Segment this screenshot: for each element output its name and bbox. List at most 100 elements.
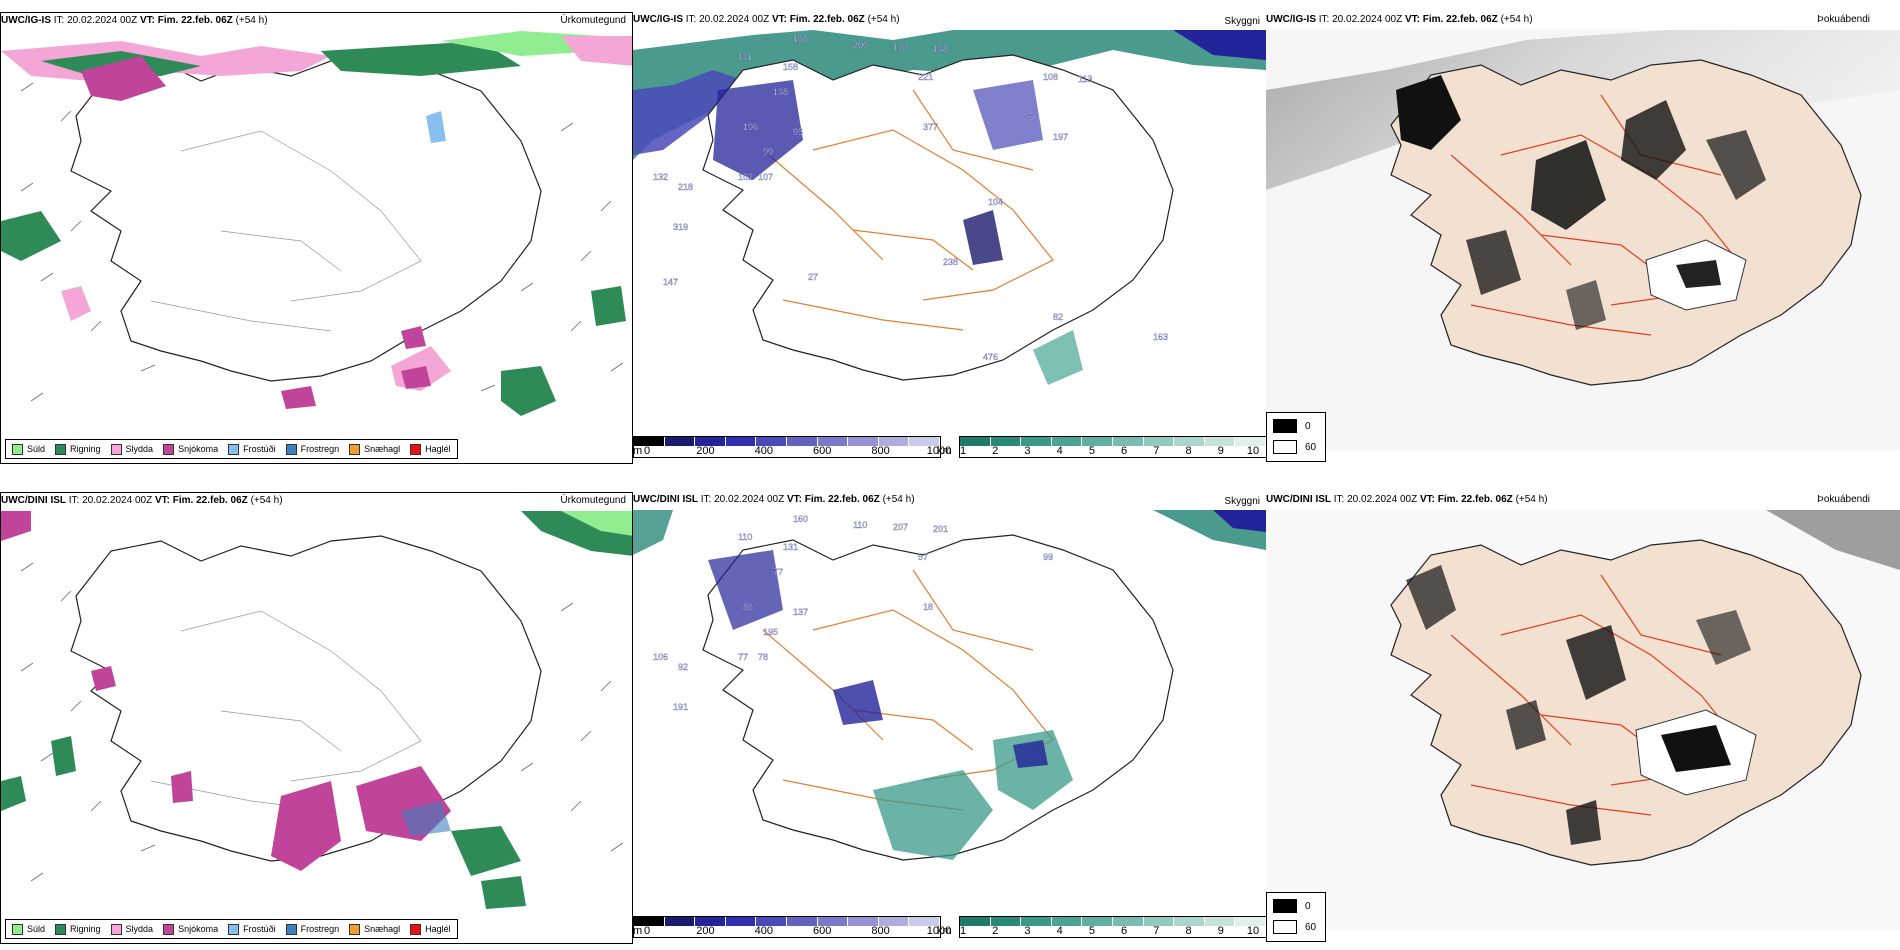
scale-color-cell xyxy=(664,917,696,926)
road-lines xyxy=(150,130,422,332)
precip-type-panel[interactable]: UWC/IG-IS IT: 20.02.2024 00Z VT: Fim. 22… xyxy=(0,12,633,464)
panel-header: UWC/IG-IS IT: 20.02.2024 00Z VT: Fim. 22… xyxy=(1266,14,1533,25)
cloud-height-label: 113 xyxy=(893,42,907,52)
cloud-height-label: 82 xyxy=(1053,312,1063,322)
scale-color-cell xyxy=(909,437,940,446)
scale-tick-label: 7 xyxy=(1153,925,1160,937)
cloud-height-label: 206 xyxy=(853,40,868,50)
scale-color-cell xyxy=(848,437,879,446)
panel-title: Úrkomutegund xyxy=(560,15,626,26)
scale-tick-label: 4 xyxy=(1056,925,1063,937)
init-time: 20.02.2024 00Z xyxy=(699,14,770,25)
valid-time: Fim. 22.feb. 06Z xyxy=(172,495,248,506)
scale-tick-label: 800 xyxy=(871,925,890,937)
panel-header: UWC/DINI ISL IT: 20.02.2024 00Z VT: Fim.… xyxy=(1,495,283,506)
lead-time: (+54 h) xyxy=(1515,494,1548,505)
scale-tick-label: 0 xyxy=(643,445,651,457)
cloud-visibility-panel[interactable]: UWC/DINI ISL IT: 20.02.2024 00Z VT: Fim.… xyxy=(633,492,1266,944)
fog-legend: 0 60 xyxy=(1266,892,1326,942)
scale-color-cell xyxy=(1204,917,1236,926)
scale-tick-label: 10 xyxy=(1246,445,1260,457)
fog-index-panel[interactable]: UWC/DINI ISL IT: 20.02.2024 00Z VT: Fim.… xyxy=(1266,492,1900,944)
legend-item-rain: Rigning xyxy=(55,443,101,455)
scale-color-cell xyxy=(1082,437,1113,446)
cloud-height-label: 191 xyxy=(673,702,688,712)
cloud-height-label: 57 xyxy=(918,552,928,562)
scale-color-cell xyxy=(817,437,849,446)
ceiling-area xyxy=(713,80,803,180)
scale-tick-label: 2 xyxy=(992,925,999,937)
scale-color-cell xyxy=(1143,437,1175,446)
scale-tick-label: 3 xyxy=(1024,445,1031,457)
model-name: UWC/IG-IS xyxy=(633,14,683,25)
ceiling-area xyxy=(963,210,1003,265)
valid-time: Fim. 22.feb. 06Z xyxy=(157,15,233,26)
cloud-map[interactable]: 168 206 113 148 111 158 221 138 377 196 95 99 132 218… xyxy=(633,30,1266,430)
precip-map[interactable] xyxy=(1,31,633,443)
cloud-height-label: 110 xyxy=(738,532,752,542)
visibility-area xyxy=(1033,330,1083,385)
visibility-scale: km 1 2 3 4 5 6 7 8 9 10 xyxy=(937,436,1266,460)
cloud-height-label: 147 xyxy=(663,277,678,287)
scale-tick-label: 3 xyxy=(1024,925,1031,937)
scale-color-cell xyxy=(878,437,910,446)
cloud-height-label: 78 xyxy=(758,652,768,662)
cloud-height-label: 160 xyxy=(793,514,808,524)
scale-tick-label: 800 xyxy=(871,445,890,457)
scale-color-cell xyxy=(1021,437,1052,446)
model-name: UWC/DINI ISL xyxy=(633,494,698,505)
cloud-height-label: 113 xyxy=(1078,74,1092,84)
precip-map[interactable] xyxy=(1,511,633,923)
cloud-height-label: 207 xyxy=(893,522,908,532)
iceland-outline xyxy=(702,54,1174,381)
precip-type-panel[interactable]: UWC/DINI ISL IT: 20.02.2024 00Z VT: Fim.… xyxy=(0,492,633,944)
scale-tick-label: 200 xyxy=(696,925,715,937)
scale-color-cell xyxy=(990,917,1022,926)
scale-color-cell xyxy=(695,917,726,926)
scale-color-cell xyxy=(664,437,696,446)
panel-header: UWC/DINI ISL IT: 20.02.2024 00Z VT: Fim.… xyxy=(633,494,915,505)
cloud-height-label: 107 xyxy=(758,172,773,182)
scale-color-cell xyxy=(756,917,787,926)
cloud-height-label: 132 xyxy=(653,172,668,182)
scale-color-cell xyxy=(909,917,940,926)
scale-tick-label: 4 xyxy=(1056,445,1063,457)
scale-color-cell xyxy=(1082,917,1113,926)
model-name: UWC/DINI ISL xyxy=(1266,494,1331,505)
scale-tick-label: 1 xyxy=(959,925,967,937)
scale-color-cell xyxy=(725,437,757,446)
panel-header: UWC/IG-IS IT: 20.02.2024 00Z VT: Fim. 22… xyxy=(1,15,268,26)
fog-map[interactable] xyxy=(1266,510,1900,930)
scale-color-cell xyxy=(990,437,1022,446)
valid-time: Fim. 22.feb. 06Z xyxy=(804,494,880,505)
fog-index-panel[interactable]: UWC/IG-IS IT: 20.02.2024 00Z VT: Fim. 22… xyxy=(1266,12,1900,464)
scale-color-cell xyxy=(960,437,991,446)
fog-legend-row: 0 xyxy=(1273,419,1311,433)
scale-color-cell xyxy=(786,437,818,446)
cloud-height-label: 77 xyxy=(738,652,748,662)
scale-color-cell xyxy=(634,917,665,926)
fog-map[interactable] xyxy=(1266,30,1900,450)
cloud-map[interactable]: 160 110 207 201 110 131 57 77 18 86 137 195 106 92 77 7… xyxy=(633,510,1266,910)
road-lines xyxy=(1450,94,1742,336)
scale-tick-label: 7 xyxy=(1153,445,1160,457)
init-time: 20.02.2024 00Z xyxy=(82,495,153,506)
scale-tick-label: 200 xyxy=(696,445,715,457)
cloud-height-labels: 160 110 207 201 110 131 57 77 18 86 137 195 106 92 77 7… xyxy=(653,514,1053,712)
cloud-visibility-panel[interactable]: UWC/IG-IS IT: 20.02.2024 00Z VT: Fim. 22… xyxy=(633,12,1266,464)
cloud-height-label: 319 xyxy=(673,222,688,232)
cloud-height-label: 18 xyxy=(923,602,933,612)
lead-time: (+54 h) xyxy=(1500,14,1533,25)
valid-time: Fim. 22.feb. 06Z xyxy=(1422,14,1498,25)
legend-item-freezing-rain: Frostregn xyxy=(285,923,339,935)
road-lines xyxy=(1450,574,1742,816)
scale-tick-label: 1 xyxy=(959,445,967,457)
cloud-height-label: 99 xyxy=(1043,552,1053,562)
road-lines xyxy=(762,89,1054,331)
fog-legend-row: 0 xyxy=(1273,899,1311,913)
cloud-height-label: 65 xyxy=(1023,112,1033,122)
cloud-height-label: 197 xyxy=(1053,132,1068,142)
panel-title: Þokuábendi xyxy=(1817,14,1870,25)
iceland-outline xyxy=(70,55,542,382)
panel-title: Úrkomutegund xyxy=(560,495,626,506)
